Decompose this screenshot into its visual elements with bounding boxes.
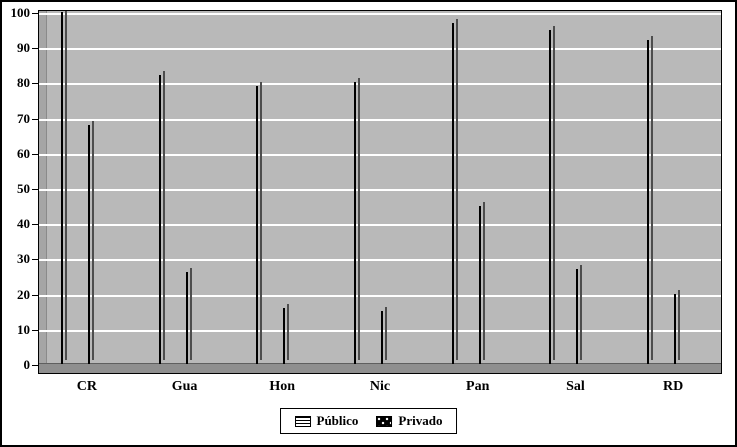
x-category-label: Pan xyxy=(466,379,490,394)
legend-label-privado: Privado xyxy=(398,413,443,428)
y-tick-mark xyxy=(32,224,38,226)
gridline xyxy=(39,83,721,86)
bar-publico-nic xyxy=(354,82,356,364)
y-tick-mark xyxy=(32,153,38,155)
gridline xyxy=(39,13,721,15)
bar-publico-sal xyxy=(549,30,552,364)
x-category-label: Nic xyxy=(369,379,391,394)
y-tick-label: 70 xyxy=(17,110,30,126)
y-tick-mark xyxy=(32,329,38,331)
bar-publico-hon xyxy=(256,86,259,364)
y-axis: 0 10 20 30 40 50 60 70 80 90 100 xyxy=(2,2,38,445)
y-tick-label: 0 xyxy=(23,357,31,372)
y-tick-label: 20 xyxy=(17,286,30,302)
y-tick-mark xyxy=(32,365,38,366)
y-tick-mark xyxy=(32,48,38,50)
legend-label-publico: Público xyxy=(316,413,359,428)
bar-publico-pan xyxy=(451,23,454,364)
legend-item-publico: Público xyxy=(294,413,359,429)
y-tick-mark xyxy=(32,189,38,190)
y-tick-label: 40 xyxy=(17,216,30,232)
x-category-label: RD xyxy=(663,379,684,394)
bar-privado-cr xyxy=(87,125,90,364)
bar-publico-cr xyxy=(60,12,63,364)
gridline xyxy=(39,294,721,297)
gridline xyxy=(39,189,721,191)
gridline xyxy=(39,329,721,332)
y-tick-mark xyxy=(32,13,38,14)
plot-area xyxy=(38,10,722,374)
x-category-label: Sal xyxy=(566,379,585,394)
gridline xyxy=(39,224,721,227)
gridline xyxy=(39,153,721,156)
gridline xyxy=(39,118,721,121)
bar-privado-pan xyxy=(478,206,481,364)
privado-swatch-icon xyxy=(376,415,393,427)
legend: Público Privado xyxy=(279,408,458,434)
y-tick-label: 100 xyxy=(10,5,31,20)
gridline xyxy=(39,259,721,262)
bar-publico-gua xyxy=(158,75,161,364)
bar-privado-nic xyxy=(381,311,383,364)
y-tick-mark xyxy=(32,259,38,261)
gridline xyxy=(39,48,721,51)
y-tick-label: 50 xyxy=(17,181,30,196)
publico-swatch-icon xyxy=(294,415,311,427)
plot-left-wall xyxy=(39,11,47,366)
x-category-label: Hon xyxy=(269,379,296,394)
y-tick-label: 10 xyxy=(17,321,30,337)
y-tick-label: 60 xyxy=(17,145,30,161)
bar-privado-gua xyxy=(185,272,188,364)
y-tick-label: 80 xyxy=(17,75,30,91)
y-tick-label: 30 xyxy=(17,251,30,267)
y-tick-mark xyxy=(32,294,38,296)
legend-item-privado: Privado xyxy=(376,413,442,429)
y-tick-mark xyxy=(32,83,38,85)
bar-privado-sal xyxy=(576,269,579,364)
x-category-label: CR xyxy=(76,379,97,394)
y-tick-mark xyxy=(32,118,38,120)
bar-privado-rd xyxy=(674,294,677,364)
bar-privado-hon xyxy=(283,308,286,364)
plot-floor xyxy=(39,363,721,373)
y-tick-label: 90 xyxy=(17,40,30,56)
x-category-label: Gua xyxy=(171,379,198,394)
x-axis: CR Gua Hon Nic Pan Sal RD xyxy=(38,374,722,400)
bar-publico-rd xyxy=(647,40,650,364)
